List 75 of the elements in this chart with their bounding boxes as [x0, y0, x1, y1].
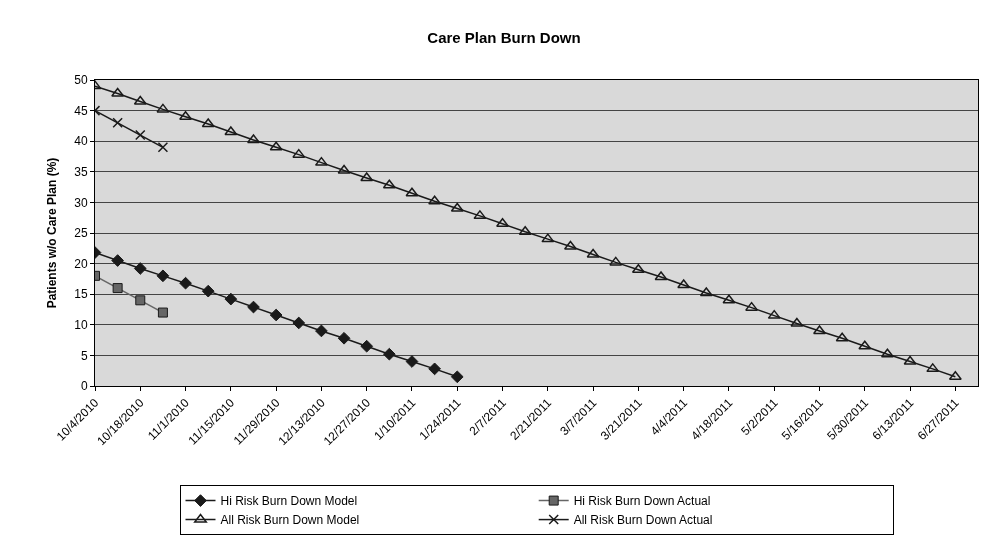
y-axis-title: Patients w/o Care Plan (%)	[44, 157, 59, 309]
point	[135, 295, 146, 306]
point	[201, 118, 215, 128]
point	[157, 142, 169, 153]
point	[111, 87, 125, 97]
point	[112, 283, 123, 294]
point	[201, 284, 215, 298]
legend-label: All Risk Burn Down Actual	[573, 513, 713, 528]
point	[563, 240, 577, 250]
y-tick-label: 25	[74, 226, 88, 241]
point	[767, 309, 781, 319]
point	[586, 248, 600, 258]
point	[156, 269, 170, 283]
point	[496, 218, 510, 228]
point	[337, 331, 351, 345]
chart-title: Care Plan Burn Down	[427, 29, 581, 47]
point	[609, 256, 623, 266]
point	[926, 363, 940, 373]
point	[382, 347, 396, 361]
point	[654, 271, 668, 281]
y-tick-label: 35	[74, 165, 88, 179]
point	[360, 172, 374, 182]
point	[880, 348, 894, 358]
y-tick-label: 50	[74, 73, 88, 88]
point	[405, 187, 419, 197]
point	[133, 95, 147, 105]
point	[518, 226, 532, 236]
y-tick-label: 5	[80, 348, 88, 363]
point	[314, 156, 328, 166]
point	[699, 287, 713, 297]
y-tick-label: 20	[74, 256, 88, 271]
point	[541, 233, 555, 243]
point	[269, 141, 283, 151]
y-tick-label: 10	[74, 318, 88, 332]
point	[450, 370, 464, 384]
point	[292, 316, 306, 330]
point	[948, 371, 962, 381]
point	[315, 324, 328, 338]
point	[179, 276, 192, 290]
point	[224, 292, 238, 306]
point	[111, 254, 124, 267]
point	[157, 307, 168, 318]
point	[133, 262, 147, 275]
point	[360, 339, 374, 353]
y-tick-label: 15	[74, 287, 88, 302]
legend-label: Hi Risk Burn Down Model	[220, 494, 358, 509]
point	[382, 179, 396, 189]
legend-label: Hi Risk Burn Down Actual	[573, 494, 711, 509]
point	[631, 263, 645, 273]
point	[337, 164, 351, 174]
point	[156, 103, 170, 113]
y-tick-label: 30	[74, 195, 88, 210]
y-tick-label: 40	[74, 134, 88, 149]
point	[135, 129, 146, 141]
point	[903, 355, 917, 365]
point	[292, 148, 306, 158]
point	[269, 308, 283, 322]
point	[790, 317, 804, 327]
point	[179, 110, 193, 120]
point	[473, 210, 487, 220]
point	[428, 362, 441, 376]
point	[224, 126, 238, 136]
point	[247, 300, 260, 314]
point	[835, 332, 849, 342]
legend-label: All Risk Burn Down Model	[220, 513, 360, 528]
point	[428, 195, 442, 205]
point	[677, 279, 691, 289]
y-tick-label: 0	[80, 379, 88, 394]
point	[858, 340, 872, 350]
point	[745, 301, 759, 311]
point	[112, 117, 123, 129]
point	[722, 294, 736, 304]
point	[405, 355, 419, 368]
point	[450, 202, 464, 212]
y-tick-label: 45	[74, 103, 88, 118]
